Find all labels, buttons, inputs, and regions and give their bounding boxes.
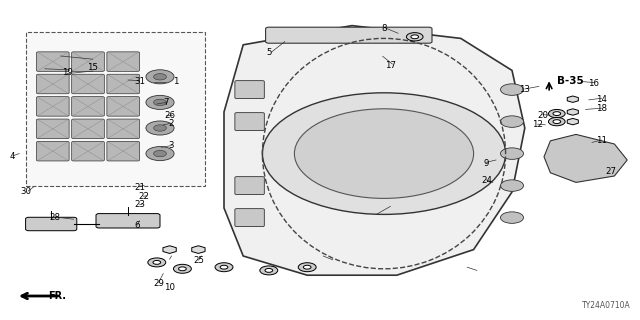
- FancyBboxPatch shape: [107, 52, 140, 71]
- Circle shape: [500, 180, 524, 191]
- Circle shape: [173, 264, 191, 273]
- Text: 9: 9: [484, 159, 489, 168]
- FancyBboxPatch shape: [36, 119, 69, 139]
- Circle shape: [262, 93, 506, 214]
- FancyBboxPatch shape: [107, 119, 140, 139]
- Circle shape: [148, 258, 166, 267]
- FancyBboxPatch shape: [72, 52, 104, 71]
- Text: 20: 20: [537, 111, 548, 120]
- Circle shape: [215, 263, 233, 272]
- FancyBboxPatch shape: [36, 141, 69, 161]
- Circle shape: [500, 212, 524, 223]
- Circle shape: [146, 147, 174, 161]
- Circle shape: [294, 109, 474, 198]
- Text: 21: 21: [134, 183, 145, 192]
- Text: 12: 12: [532, 120, 543, 129]
- Circle shape: [220, 265, 228, 269]
- Polygon shape: [567, 118, 579, 125]
- Circle shape: [553, 120, 561, 124]
- Circle shape: [146, 121, 174, 135]
- Text: 18: 18: [596, 104, 607, 113]
- Circle shape: [154, 74, 166, 80]
- Polygon shape: [192, 246, 205, 253]
- Circle shape: [548, 117, 565, 126]
- Text: 15: 15: [87, 63, 99, 72]
- FancyBboxPatch shape: [107, 74, 140, 94]
- FancyBboxPatch shape: [235, 177, 264, 195]
- FancyBboxPatch shape: [26, 217, 77, 231]
- FancyBboxPatch shape: [72, 119, 104, 139]
- Polygon shape: [163, 246, 176, 253]
- Text: 28: 28: [49, 213, 60, 222]
- Text: 6: 6: [135, 221, 140, 230]
- Text: 13: 13: [519, 85, 531, 94]
- Circle shape: [411, 35, 419, 39]
- Text: 14: 14: [596, 95, 607, 104]
- Circle shape: [154, 99, 166, 106]
- Circle shape: [154, 125, 166, 131]
- Text: 3: 3: [169, 141, 174, 150]
- FancyBboxPatch shape: [266, 27, 432, 43]
- Circle shape: [265, 268, 273, 272]
- Circle shape: [500, 148, 524, 159]
- Text: 10: 10: [164, 284, 175, 292]
- FancyBboxPatch shape: [72, 141, 104, 161]
- Circle shape: [500, 84, 524, 95]
- Text: 1: 1: [173, 77, 179, 86]
- Text: 23: 23: [134, 200, 145, 209]
- Circle shape: [303, 265, 311, 269]
- Bar: [26, 32, 205, 186]
- Text: 27: 27: [605, 167, 617, 176]
- Circle shape: [154, 150, 166, 157]
- Text: 22: 22: [138, 192, 149, 201]
- Circle shape: [298, 263, 316, 272]
- Text: 16: 16: [588, 79, 600, 88]
- Text: 2: 2: [169, 119, 174, 128]
- FancyBboxPatch shape: [36, 97, 69, 116]
- Text: B-35: B-35: [557, 76, 584, 86]
- Text: 29: 29: [154, 279, 164, 288]
- Text: 24: 24: [481, 176, 492, 185]
- Polygon shape: [567, 109, 579, 115]
- Text: 31: 31: [134, 77, 145, 86]
- Circle shape: [548, 109, 565, 118]
- FancyBboxPatch shape: [96, 214, 160, 228]
- Text: 30: 30: [20, 188, 31, 196]
- Circle shape: [260, 266, 278, 275]
- Text: 25: 25: [193, 256, 204, 265]
- FancyBboxPatch shape: [72, 97, 104, 116]
- Text: 8: 8: [381, 24, 387, 33]
- FancyBboxPatch shape: [235, 81, 264, 99]
- FancyBboxPatch shape: [107, 141, 140, 161]
- Circle shape: [146, 70, 174, 84]
- Text: 5: 5: [266, 48, 271, 57]
- Polygon shape: [544, 134, 627, 182]
- Circle shape: [500, 116, 524, 127]
- Text: 19: 19: [62, 68, 72, 76]
- FancyBboxPatch shape: [107, 97, 140, 116]
- FancyBboxPatch shape: [72, 74, 104, 94]
- Text: 11: 11: [596, 136, 607, 145]
- Text: 4: 4: [10, 152, 15, 161]
- Circle shape: [153, 260, 161, 264]
- Text: 26: 26: [164, 111, 175, 120]
- Circle shape: [146, 95, 174, 109]
- FancyBboxPatch shape: [235, 209, 264, 227]
- Text: 7: 7: [164, 98, 169, 107]
- Circle shape: [406, 33, 423, 41]
- FancyBboxPatch shape: [235, 113, 264, 131]
- Polygon shape: [224, 26, 525, 275]
- Polygon shape: [567, 96, 579, 102]
- Text: 17: 17: [385, 61, 396, 70]
- FancyBboxPatch shape: [36, 52, 69, 71]
- Text: FR.: FR.: [48, 291, 66, 301]
- Circle shape: [179, 267, 186, 271]
- Text: TY24A0710A: TY24A0710A: [582, 301, 630, 310]
- Circle shape: [553, 112, 561, 116]
- FancyBboxPatch shape: [36, 74, 69, 94]
